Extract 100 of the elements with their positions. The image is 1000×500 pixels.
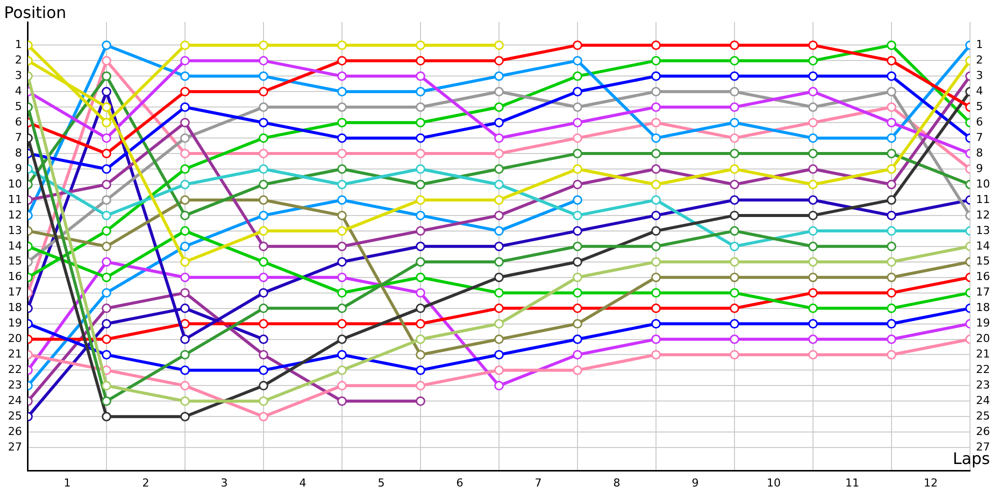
- point: [258, 40, 268, 50]
- y2-tick-label: 16: [976, 270, 990, 284]
- point: [730, 148, 740, 158]
- point: [572, 319, 582, 329]
- point: [102, 257, 112, 267]
- point: [494, 133, 504, 143]
- point: [258, 396, 268, 406]
- point: [416, 102, 426, 112]
- y-tick-label: 21: [8, 348, 22, 361]
- point: [180, 272, 190, 282]
- y2-tick-label: 7: [976, 130, 984, 144]
- point: [102, 288, 112, 298]
- point: [572, 164, 582, 174]
- point: [494, 40, 504, 50]
- point: [258, 164, 268, 174]
- point: [180, 71, 190, 81]
- point: [180, 242, 190, 252]
- point: [808, 334, 818, 344]
- point: [180, 56, 190, 66]
- y2-tick-label: 8: [976, 146, 984, 160]
- point: [651, 118, 661, 128]
- point: [258, 118, 268, 128]
- point: [494, 148, 504, 158]
- point: [730, 180, 740, 190]
- y-tick-label: 9: [14, 162, 22, 175]
- point: [416, 40, 426, 50]
- y-tick-label: 17: [8, 286, 22, 299]
- point: [886, 304, 896, 314]
- point: [180, 148, 190, 158]
- point: [337, 334, 347, 344]
- point: [337, 365, 347, 375]
- point: [102, 396, 112, 406]
- point: [730, 133, 740, 143]
- point: [886, 148, 896, 158]
- point: [416, 334, 426, 344]
- point: [572, 56, 582, 66]
- point: [886, 40, 896, 50]
- point: [730, 118, 740, 128]
- point: [180, 304, 190, 314]
- point: [337, 396, 347, 406]
- point: [416, 164, 426, 174]
- point: [808, 86, 818, 96]
- point: [416, 396, 426, 406]
- point: [102, 71, 112, 81]
- point: [651, 195, 661, 205]
- point: [416, 86, 426, 96]
- point: [180, 133, 190, 143]
- point: [494, 334, 504, 344]
- point: [572, 257, 582, 267]
- point: [102, 195, 112, 205]
- point: [416, 380, 426, 390]
- y2-tick-label: 18: [976, 301, 990, 314]
- point: [337, 210, 347, 220]
- point: [337, 195, 347, 205]
- y2-tick-label: 22: [976, 363, 990, 376]
- point: [651, 272, 661, 282]
- point: [102, 86, 112, 96]
- point: [730, 257, 740, 267]
- point: [572, 86, 582, 96]
- point: [337, 71, 347, 81]
- y-tick-label: 8: [14, 146, 22, 160]
- point: [808, 319, 818, 329]
- point: [494, 195, 504, 205]
- y-tick-label: 20: [8, 332, 22, 346]
- y2-tick-label: 13: [976, 224, 990, 237]
- point: [180, 164, 190, 174]
- point: [180, 350, 190, 360]
- point: [886, 102, 896, 112]
- point: [808, 40, 818, 50]
- point: [102, 226, 112, 236]
- point: [730, 288, 740, 298]
- point: [494, 210, 504, 220]
- point: [651, 226, 661, 236]
- point: [337, 319, 347, 329]
- point: [808, 102, 818, 112]
- y-tick-label: 10: [8, 177, 22, 190]
- point: [572, 334, 582, 344]
- y2-tick-label: 24: [976, 394, 990, 408]
- point: [258, 242, 268, 252]
- point: [258, 148, 268, 158]
- y2-tick-label: 10: [976, 177, 990, 190]
- x-tick-label: 2: [142, 476, 150, 490]
- point: [337, 380, 347, 390]
- point: [886, 86, 896, 96]
- y-tick-label: 19: [8, 316, 22, 330]
- point: [886, 334, 896, 344]
- point: [572, 242, 582, 252]
- point: [494, 164, 504, 174]
- point: [572, 102, 582, 112]
- point: [258, 365, 268, 375]
- x-tick-label: 1: [64, 476, 71, 490]
- point: [494, 102, 504, 112]
- y-tick-label: 26: [8, 424, 22, 438]
- point: [730, 40, 740, 50]
- y2-tick-label: 25: [976, 409, 990, 422]
- point: [416, 365, 426, 375]
- point: [886, 226, 896, 236]
- point: [651, 40, 661, 50]
- y2-tick-label: 1: [976, 38, 984, 52]
- point: [572, 288, 582, 298]
